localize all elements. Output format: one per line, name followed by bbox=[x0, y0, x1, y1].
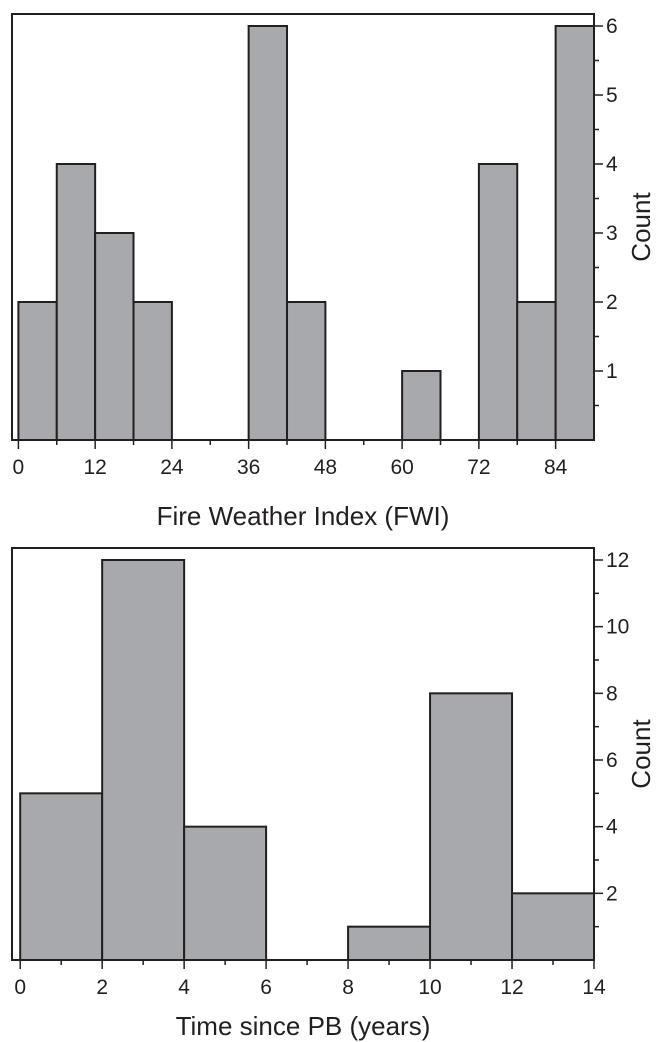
pb-y-tick-label: 12 bbox=[606, 549, 629, 572]
fwi-bar bbox=[55, 163, 97, 441]
pb-bar bbox=[19, 792, 104, 961]
fwi-y-tick-label: 6 bbox=[606, 15, 618, 38]
pb-bar bbox=[347, 925, 432, 962]
pb-y-tick-label: 2 bbox=[606, 882, 618, 905]
fwi-bar bbox=[132, 301, 173, 441]
fwi-bar bbox=[17, 301, 58, 441]
fwi-x-axis-title: Fire Weather Index (FWI) bbox=[157, 501, 450, 531]
pb-plot-frame bbox=[11, 547, 595, 961]
pb-y-tick-label: 4 bbox=[606, 816, 618, 839]
fwi-y-tick-label: 5 bbox=[606, 84, 618, 107]
pb-x-axis-title: Time since PB (years) bbox=[176, 1011, 431, 1041]
fwi-x-tick-label: 60 bbox=[390, 456, 413, 479]
pb-y-axis-title: Count bbox=[626, 719, 656, 789]
fwi-y-ticks: 1 2 3 4 5 6 bbox=[594, 15, 618, 407]
pb-y-ticks: 2 4 6 8 10 12 bbox=[594, 549, 629, 928]
pb-bar bbox=[183, 825, 268, 962]
fwi-y-axis-title: Count bbox=[626, 192, 656, 262]
fwi-x-ticks: 0 12 24 36 48 60 72 84 bbox=[13, 440, 568, 479]
fwi-x-tick-label: 84 bbox=[544, 456, 568, 479]
fwi-y-tick-label: 1 bbox=[606, 360, 618, 383]
fwi-x-tick-label: 36 bbox=[237, 456, 260, 479]
fwi-y-tick-label: 4 bbox=[606, 153, 618, 176]
pb-bars bbox=[19, 559, 596, 962]
pb-bar bbox=[101, 559, 186, 961]
pb-bar bbox=[429, 692, 514, 961]
pb-y-tick-label: 8 bbox=[606, 682, 618, 705]
pb-x-tick-label: 0 bbox=[14, 976, 26, 999]
fwi-y-tick-label: 2 bbox=[606, 291, 618, 314]
time-since-pb-histogram-panel: 0 2 4 6 8 10 12 14 2 4 6 8 10 12 Time since PB (year… bbox=[11, 547, 656, 1041]
fwi-y-tick-label: 3 bbox=[606, 222, 618, 245]
pb-x-tick-label: 12 bbox=[500, 976, 523, 999]
fwi-bars bbox=[17, 25, 596, 441]
fwi-bar bbox=[247, 25, 289, 441]
pb-x-ticks: 0 2 4 6 8 10 12 14 bbox=[14, 960, 606, 999]
pb-bar bbox=[511, 892, 596, 961]
pb-x-tick-label: 4 bbox=[178, 976, 190, 999]
pb-x-tick-label: 8 bbox=[342, 976, 354, 999]
pb-y-tick-label: 10 bbox=[606, 616, 629, 639]
fwi-x-tick-label: 0 bbox=[13, 456, 25, 479]
fwi-bar bbox=[286, 301, 327, 441]
fwi-x-tick-label: 12 bbox=[83, 456, 106, 479]
pb-y-tick-label: 6 bbox=[606, 749, 618, 772]
fwi-bar bbox=[477, 163, 519, 441]
fwi-bar bbox=[554, 25, 596, 441]
pb-x-tick-label: 14 bbox=[582, 976, 606, 999]
pb-x-tick-label: 6 bbox=[260, 976, 272, 999]
fwi-bar bbox=[401, 370, 442, 441]
fwi-plot-frame bbox=[11, 13, 595, 441]
fwi-bar bbox=[94, 232, 135, 441]
fwi-x-tick-label: 24 bbox=[160, 456, 184, 479]
fwi-bar bbox=[516, 301, 557, 441]
pb-x-tick-label: 2 bbox=[96, 976, 108, 999]
fwi-x-tick-label: 48 bbox=[314, 456, 337, 479]
fwi-x-tick-label: 72 bbox=[467, 456, 490, 479]
pb-x-tick-label: 10 bbox=[418, 976, 441, 999]
